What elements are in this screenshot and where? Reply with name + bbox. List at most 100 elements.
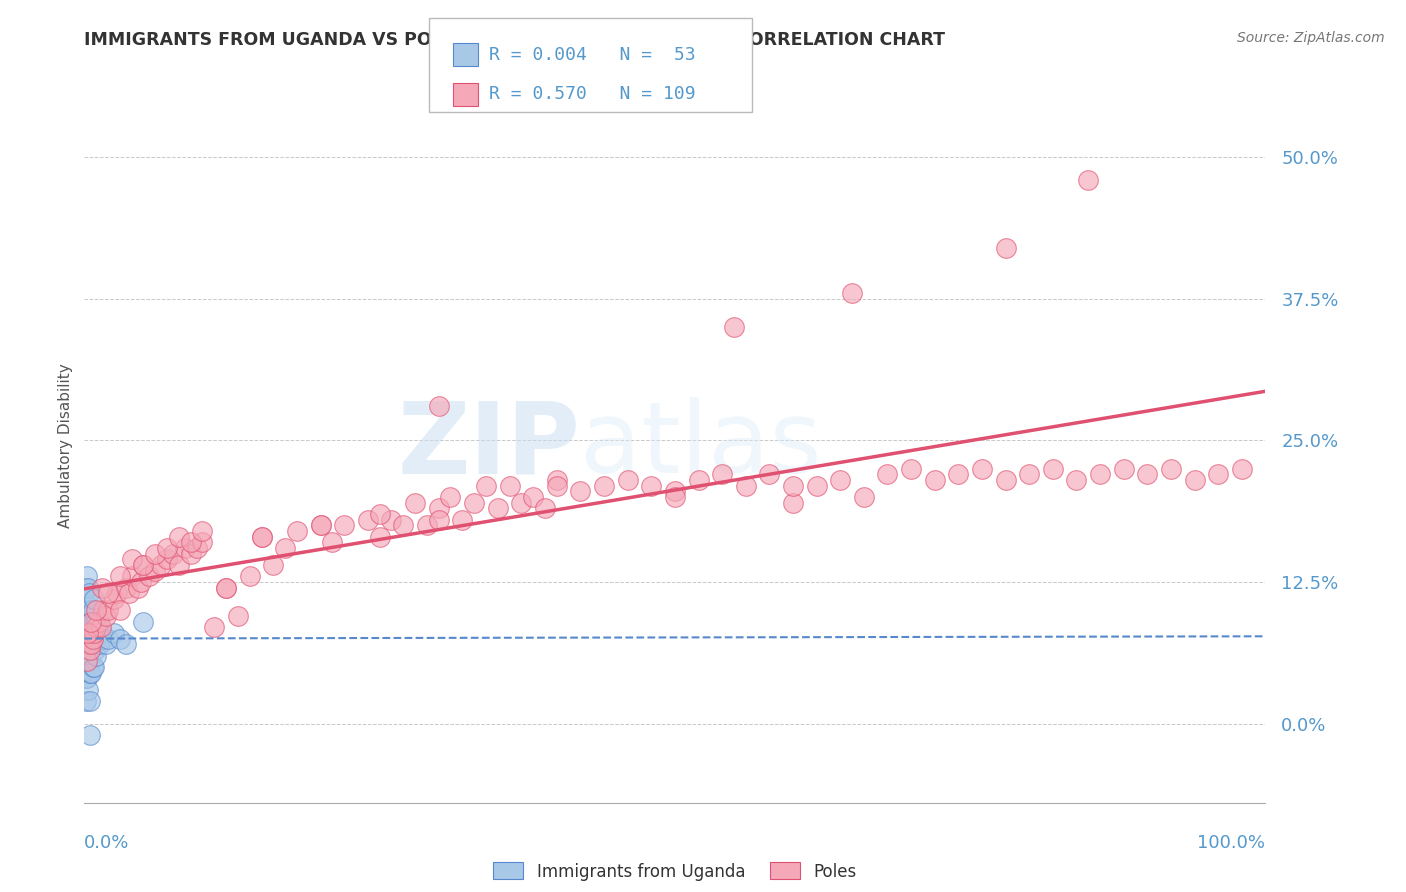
Point: [94, 608, 117, 623]
Point: [75, 581, 97, 595]
Point: [368, 507, 391, 521]
Point: [640, 478, 662, 492]
Point: [132, 615, 155, 629]
Text: atlas: atlas: [581, 398, 823, 494]
Text: Source: ZipAtlas.com: Source: ZipAtlas.com: [1237, 31, 1385, 45]
Point: [79, 643, 101, 657]
Point: [215, 581, 238, 595]
Point: [77, 586, 100, 600]
Point: [82, 632, 104, 646]
Point: [593, 478, 616, 492]
Point: [84, 603, 107, 617]
Point: [924, 473, 946, 487]
Point: [103, 626, 125, 640]
Point: [75, 603, 97, 617]
Point: [1042, 461, 1064, 475]
Point: [77, 626, 100, 640]
Point: [91, 626, 114, 640]
Point: [127, 581, 149, 595]
Point: [723, 320, 745, 334]
Point: [108, 569, 131, 583]
Point: [80, 665, 103, 680]
Point: [79, 637, 101, 651]
Point: [239, 569, 262, 583]
Point: [486, 501, 509, 516]
Point: [439, 490, 461, 504]
Point: [76, 569, 98, 583]
Point: [97, 586, 120, 600]
Point: [368, 530, 391, 544]
Point: [994, 473, 1017, 487]
Point: [616, 473, 638, 487]
Point: [77, 632, 100, 646]
Point: [77, 608, 100, 623]
Point: [82, 603, 104, 617]
Point: [97, 632, 120, 646]
Point: [83, 637, 105, 651]
Point: [226, 608, 249, 623]
Point: [86, 626, 108, 640]
Point: [77, 620, 100, 634]
Point: [156, 552, 179, 566]
Point: [143, 564, 166, 578]
Point: [970, 461, 993, 475]
Point: [416, 518, 439, 533]
Point: [91, 581, 114, 595]
Point: [758, 467, 780, 482]
Point: [121, 569, 143, 583]
Point: [852, 490, 875, 504]
Point: [84, 620, 107, 634]
Point: [309, 518, 332, 533]
Point: [664, 484, 686, 499]
Point: [84, 648, 107, 663]
Point: [77, 682, 100, 697]
Point: [994, 241, 1017, 255]
Point: [108, 603, 131, 617]
Point: [76, 671, 98, 685]
Point: [89, 637, 111, 651]
Point: [900, 461, 922, 475]
Point: [84, 615, 107, 629]
Text: ZIP: ZIP: [398, 398, 581, 494]
Point: [191, 535, 214, 549]
Point: [79, 694, 101, 708]
Point: [77, 637, 100, 651]
Point: [1136, 467, 1159, 482]
Point: [522, 490, 544, 504]
Point: [114, 637, 136, 651]
Point: [841, 286, 863, 301]
Point: [451, 513, 474, 527]
Point: [1230, 461, 1253, 475]
Point: [427, 400, 450, 414]
Point: [83, 626, 105, 640]
Point: [83, 591, 105, 606]
Point: [75, 671, 97, 685]
Point: [143, 547, 166, 561]
Text: R = 0.570   N = 109: R = 0.570 N = 109: [489, 86, 696, 103]
Point: [90, 620, 112, 634]
Point: [1077, 173, 1099, 187]
Point: [427, 501, 450, 516]
Point: [1066, 473, 1088, 487]
Point: [129, 574, 152, 589]
Point: [132, 558, 155, 572]
Point: [84, 620, 107, 634]
Point: [75, 620, 97, 634]
Point: [76, 643, 98, 657]
Point: [274, 541, 297, 555]
Point: [1088, 467, 1111, 482]
Point: [87, 632, 110, 646]
Point: [250, 530, 273, 544]
Point: [1112, 461, 1135, 475]
Legend: Immigrants from Uganda, Poles: Immigrants from Uganda, Poles: [486, 855, 863, 888]
Point: [180, 547, 202, 561]
Point: [546, 478, 568, 492]
Point: [191, 524, 214, 538]
Point: [114, 581, 136, 595]
Point: [404, 495, 426, 509]
Point: [91, 632, 114, 646]
Point: [1184, 473, 1206, 487]
Point: [150, 558, 173, 572]
Point: [357, 513, 380, 527]
Point: [186, 541, 208, 555]
